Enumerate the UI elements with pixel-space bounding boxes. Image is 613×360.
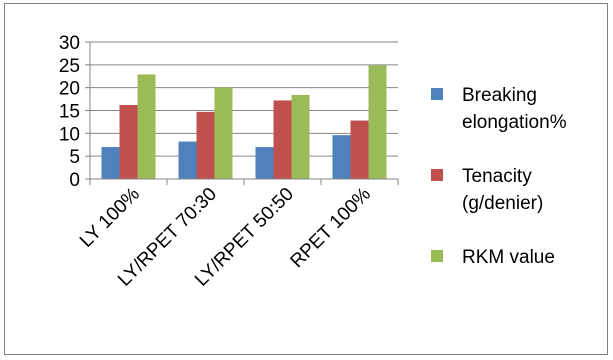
bar — [273, 100, 292, 179]
bar — [178, 141, 197, 179]
legend-swatch — [431, 169, 443, 181]
bar — [196, 111, 215, 179]
y-tick-label: 25 — [59, 56, 80, 77]
legend-label: elongation% — [462, 112, 567, 133]
legend-swatch — [431, 88, 443, 100]
bar — [101, 147, 120, 179]
legend-label: (g/denier) — [462, 193, 543, 214]
x-tick-label: LY 100% — [76, 184, 144, 252]
y-tick-label: 0 — [69, 170, 80, 191]
bar — [255, 147, 274, 179]
y-tick-label: 5 — [69, 147, 80, 168]
x-tick-label: RPET 100% — [287, 184, 376, 273]
legend-swatch — [431, 250, 443, 262]
bar — [291, 94, 310, 179]
bar — [137, 74, 156, 179]
bar — [350, 120, 369, 179]
y-tick-label: 20 — [59, 79, 80, 100]
bar — [214, 87, 233, 179]
legend: Breaking elongation% Tenacity (g/denier) RKM… — [431, 85, 567, 268]
legend-label: Tenacity — [462, 166, 532, 187]
legend-item: RKM value — [431, 247, 555, 268]
legend-label: RKM value — [462, 247, 555, 268]
y-tick-label: 15 — [59, 102, 80, 123]
axes — [85, 41, 399, 185]
bar — [332, 135, 351, 179]
bar — [368, 65, 387, 179]
y-tick-label: 10 — [59, 124, 80, 145]
legend-item: Breaking elongation% — [431, 85, 567, 133]
bars — [101, 65, 387, 179]
y-tick-label: 30 — [59, 33, 80, 54]
legend-item: Tenacity (g/denier) — [431, 166, 543, 214]
legend-label: Breaking — [462, 85, 537, 106]
bar — [119, 105, 138, 179]
